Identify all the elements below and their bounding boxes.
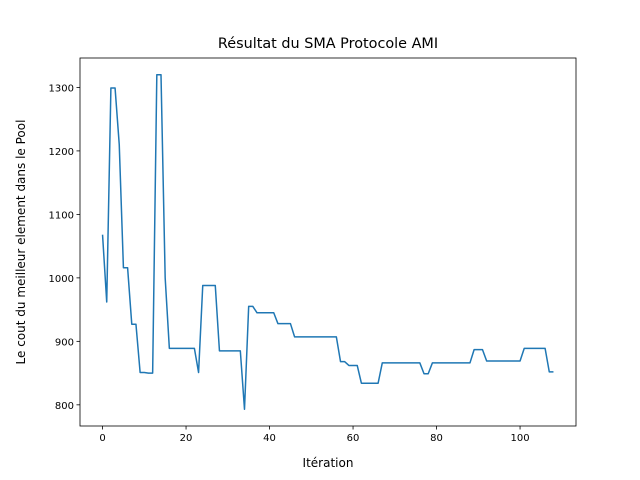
x-tick-label: 80 (430, 433, 443, 444)
x-tick-label: 20 (180, 433, 193, 444)
x-tick-label: 100 (511, 433, 530, 444)
chart-title: Résultat du SMA Protocole AMI (218, 36, 438, 52)
y-tick-label: 800 (55, 401, 74, 412)
x-tick-label: 40 (263, 433, 276, 444)
y-axis-label: Le cout du meilleur element dans le Pool (14, 120, 28, 365)
plot-frame (79, 57, 577, 427)
x-tick-label: 0 (99, 433, 105, 444)
y-tick-label: 900 (55, 337, 74, 348)
line-series (101, 73, 554, 411)
x-axis-label: Itération (303, 456, 354, 470)
y-tick-label: 1100 (49, 210, 74, 221)
y-tick-label: 1300 (49, 83, 74, 94)
y-tick-label: 1200 (49, 147, 74, 158)
x-tick-label: 60 (347, 433, 360, 444)
y-tick-label: 1000 (49, 274, 74, 285)
